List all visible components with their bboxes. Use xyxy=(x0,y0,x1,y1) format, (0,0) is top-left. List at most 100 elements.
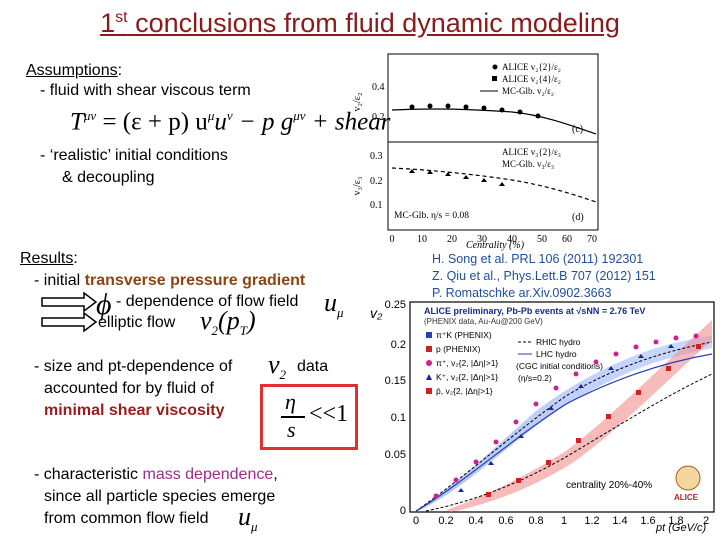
reference-3: P. Romatschke ar.Xiv.0902.3663 xyxy=(432,286,612,300)
data-word: data xyxy=(297,358,329,375)
phi-dependence-label: - dependence of flow field xyxy=(116,293,299,310)
bottom-chart-y-ticks: 0.25 0.2 0.15 0.1 0.05 0 xyxy=(385,299,406,517)
legend-rhic: RHIC hydro xyxy=(536,337,581,347)
v2-pt-symbol: v2(pT) xyxy=(200,306,256,339)
legend-kaon: K⁺, v₂{2, |Δη|>1} xyxy=(436,372,498,382)
assumption-item-2: - ‘realistic’ initial conditions xyxy=(40,147,228,164)
x-tick-18: 1.8 xyxy=(668,515,683,527)
x-tick-30: 30 xyxy=(477,234,487,245)
legend-left: π⁺K (PHENIX) p (PHENIX) π⁺, v₂{2, |Δη|>1… xyxy=(426,330,498,396)
right-arrow-icon xyxy=(41,292,98,313)
panel-c-data-points xyxy=(409,103,541,119)
arrow-icons xyxy=(41,292,98,333)
x-tick-70: 70 xyxy=(587,234,597,245)
bottom-chart-y-label: v₂ xyxy=(370,305,383,321)
legend-marker-pion xyxy=(426,360,432,366)
legend-marker-kaon xyxy=(426,374,432,380)
x-tick-06: 0.6 xyxy=(498,515,513,527)
y-tick-d-2: 0.2 xyxy=(370,176,383,187)
reference-2: Z. Qiu et al., Phys.Lett.B 707 (2012) 15… xyxy=(432,269,656,283)
result-size-line3: minimal shear viscosity xyxy=(44,402,225,419)
result-mass-line3: from common flow field xyxy=(44,510,209,527)
top-chart-x-label: Centrality (%) xyxy=(466,240,525,251)
x-tick-08: 0.8 xyxy=(528,515,543,527)
legend-right: RHIC hydro LHC hydro (CGC initial condit… xyxy=(516,337,603,383)
x-tick-10: 10 xyxy=(417,234,427,245)
y-tick-d-1: 0.3 xyxy=(370,151,383,162)
bottom-chart: v₂ 0.25 0.2 0.15 0.1 0.05 0 0 0.2 0.4 0.… xyxy=(370,299,715,527)
panel-c-model-curve xyxy=(391,108,597,135)
legend-p: p (PHENIX) xyxy=(436,344,481,354)
proton-data-points xyxy=(486,344,701,497)
stress-tensor-equation: Tμν = (ε + p) uμuν − p gμν + shear xyxy=(70,108,391,136)
pion-data-points xyxy=(433,333,699,499)
top-chart: v₂/ε₂ 0.4 0.2 ALICE v₂{2}/ε₂ ALICE v₂{4}… xyxy=(352,53,599,245)
legend-marker-piK xyxy=(426,332,432,338)
y-tick-01: 0.1 xyxy=(391,412,406,424)
bottom-chart-x-label: pt (GeV/c) xyxy=(656,522,707,534)
y-tick-d-3: 0.1 xyxy=(370,200,383,211)
centrality-label: centrality 20%-40% xyxy=(566,480,652,491)
y-tick-015: 0.15 xyxy=(385,375,406,387)
legend-d-1: ALICE v₃{2}/ε₃ xyxy=(502,147,561,157)
y-tick-c-1: 0.4 xyxy=(372,82,385,93)
rhic-hydro-curve-1 xyxy=(415,341,713,512)
legend-marker-pbar xyxy=(426,388,432,394)
bottom-chart-x-ticks: 0 0.2 0.4 0.6 0.8 1 1.2 1.4 1.6 1.8 2 xyxy=(413,515,709,527)
kaon-data-points xyxy=(458,344,674,492)
alice-logo-text: ALICE xyxy=(674,493,699,502)
panel-c-tag: (c) xyxy=(572,124,583,135)
flow-field-symbol: uμ xyxy=(324,288,344,321)
v2-symbol: v2 xyxy=(268,350,287,383)
right-arrow-icon xyxy=(41,311,98,333)
assumption-item-2-cont: & decoupling xyxy=(62,169,155,186)
legend-c-1: ALICE v₂{2}/ε₂ xyxy=(502,62,561,72)
eta-label: MC-Glb. η/s = 0.08 xyxy=(394,211,469,221)
x-tick-20: 20 xyxy=(447,234,457,245)
legend-pion: π⁺, v₂{2, |Δη|>1} xyxy=(436,358,498,368)
elliptic-flow-label: elliptic flow xyxy=(98,314,176,331)
lhc-hydro-curve xyxy=(415,353,713,512)
panel-d-data-points xyxy=(409,169,505,186)
x-tick-02: 0.2 xyxy=(438,515,453,527)
assumption-item-1: - fluid with shear viscous term xyxy=(40,82,251,99)
bottom-chart-frame xyxy=(409,301,715,513)
result-mass-line2: since all particle species emerge xyxy=(44,488,276,505)
legend-piK: π⁺K (PHENIX) xyxy=(436,330,492,340)
alice-logo-icon xyxy=(675,465,701,491)
panel-d-model-curve xyxy=(391,167,597,203)
legend-c-3: MC-Glb. v₂/ε₂ xyxy=(502,86,554,96)
y-tick-c-2: 0.2 xyxy=(372,112,385,123)
y-tick-005: 0.05 xyxy=(385,449,406,461)
assumptions-heading: Assumptions: xyxy=(26,62,123,79)
bottom-chart-header: ALICE preliminary, Pb-Pb events at √sNN … xyxy=(424,306,645,316)
flow-field-symbol-2: uμ xyxy=(238,502,258,535)
legend-c-2-marker xyxy=(492,76,497,81)
legend-c-1-marker xyxy=(492,64,498,70)
y-tick-025: 0.25 xyxy=(385,299,406,311)
y-tick-0: 0 xyxy=(400,505,406,517)
legend-cgc: (CGC initial conditions) xyxy=(516,361,603,371)
rhic-hydro-curve-2 xyxy=(425,373,713,512)
bottom-chart-subheader: (PHENIX data, Au-Au@200 GeV) xyxy=(424,317,543,326)
x-tick-16: 1.6 xyxy=(640,515,655,527)
panel-c-y-label: v₂/ε₂ xyxy=(352,93,363,112)
phi-symbol: ϕ xyxy=(96,288,112,321)
y-tick-02: 0.2 xyxy=(391,339,406,351)
legend-lhc: LHC hydro xyxy=(536,349,577,359)
x-tick-12: 1.2 xyxy=(584,515,599,527)
reference-1: H. Song et al. PRL 106 (2011) 192301 xyxy=(432,252,644,266)
legend-c-2: ALICE v₂{4}/ε₂ xyxy=(502,74,561,84)
result-mass-line1: - characteristic mass dependence, xyxy=(34,466,278,483)
page-title: 1st conclusions from fluid dynamic model… xyxy=(100,8,620,38)
legend-marker-p xyxy=(426,346,432,352)
panel-d-tag: (d) xyxy=(572,212,584,223)
x-tick-40: 40 xyxy=(507,234,517,245)
top-chart-x-ticks: 0 10 20 30 40 50 60 70 xyxy=(390,234,598,245)
legend-pbar: p̄, v₂{2, |Δη|>1} xyxy=(436,386,493,396)
panel-d-frame xyxy=(387,141,599,231)
x-tick-0: 0 xyxy=(390,234,395,245)
result-size-line1: - size and pt-dependence of xyxy=(34,358,233,375)
panel-d-y-label: v₃/ε₃ xyxy=(352,177,363,196)
legend-eta: (η/s=0.2) xyxy=(518,373,552,383)
